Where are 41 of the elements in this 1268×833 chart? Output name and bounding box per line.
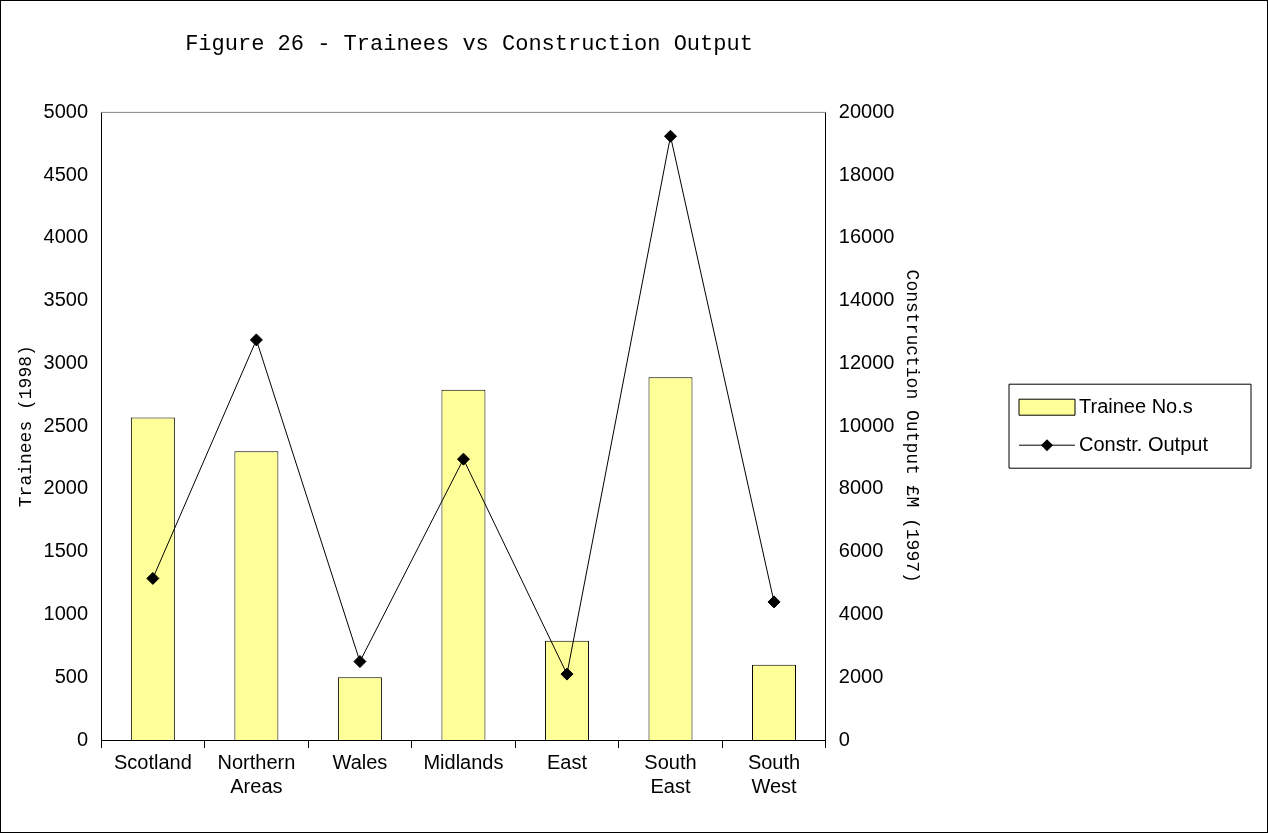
- y2-tick-label: 6000: [838, 539, 884, 562]
- y-tick-label: 3000: [43, 350, 89, 373]
- y2-tick-label: 0: [838, 727, 850, 750]
- x-tick-label: Scotland: [113, 750, 192, 773]
- y2-tick-label: 2000: [838, 664, 884, 687]
- x-tick-label: East: [546, 750, 588, 773]
- y-tick-label: 4500: [43, 162, 89, 185]
- y2-tick-label: 10000: [838, 413, 895, 436]
- y-axis-title: Trainees (1998): [15, 345, 36, 508]
- y2-tick-label: 14000: [838, 288, 895, 311]
- point: [249, 333, 263, 347]
- point: [353, 655, 367, 669]
- y-tick-label: 4000: [43, 225, 89, 248]
- y-tick-label: 5000: [43, 99, 89, 122]
- legend-label: Trainee No.s: [1079, 394, 1193, 417]
- y2-tick-label: 4000: [838, 602, 884, 624]
- legend-label: Constr. Output: [1079, 432, 1209, 455]
- point: [560, 667, 574, 681]
- x-tick-label: Midlands: [423, 750, 504, 773]
- y2-axis-title: Construction Output £M (1997): [902, 269, 923, 583]
- y-tick-label: 1000: [43, 602, 89, 624]
- y2-tick-label: 8000: [838, 476, 884, 499]
- point: [456, 452, 470, 466]
- point: [663, 129, 677, 143]
- x-tick-label: Wales: [332, 750, 388, 773]
- y-tick-label: 2000: [43, 476, 89, 499]
- x-tick-label: Northern Areas: [217, 750, 296, 797]
- y-tick-label: 0: [76, 727, 89, 750]
- y-tick-label: 1500: [43, 539, 89, 562]
- x-tick-label: South West: [747, 750, 801, 797]
- y-tick-label: 500: [54, 664, 89, 687]
- chart-title: Figure 26 - Trainees vs Construction Output: [185, 32, 753, 58]
- y2-tick-label: 20000: [838, 99, 895, 122]
- y-tick-label: 3500: [43, 288, 89, 311]
- point: [767, 595, 781, 609]
- y2-tick-label: 16000: [838, 225, 895, 248]
- x-tick-label: South East: [644, 750, 697, 797]
- y-tick-label: 2500: [43, 413, 89, 436]
- point: [146, 571, 160, 585]
- y2-tick-label: 18000: [838, 162, 895, 185]
- y2-tick-label: 12000: [838, 350, 895, 373]
